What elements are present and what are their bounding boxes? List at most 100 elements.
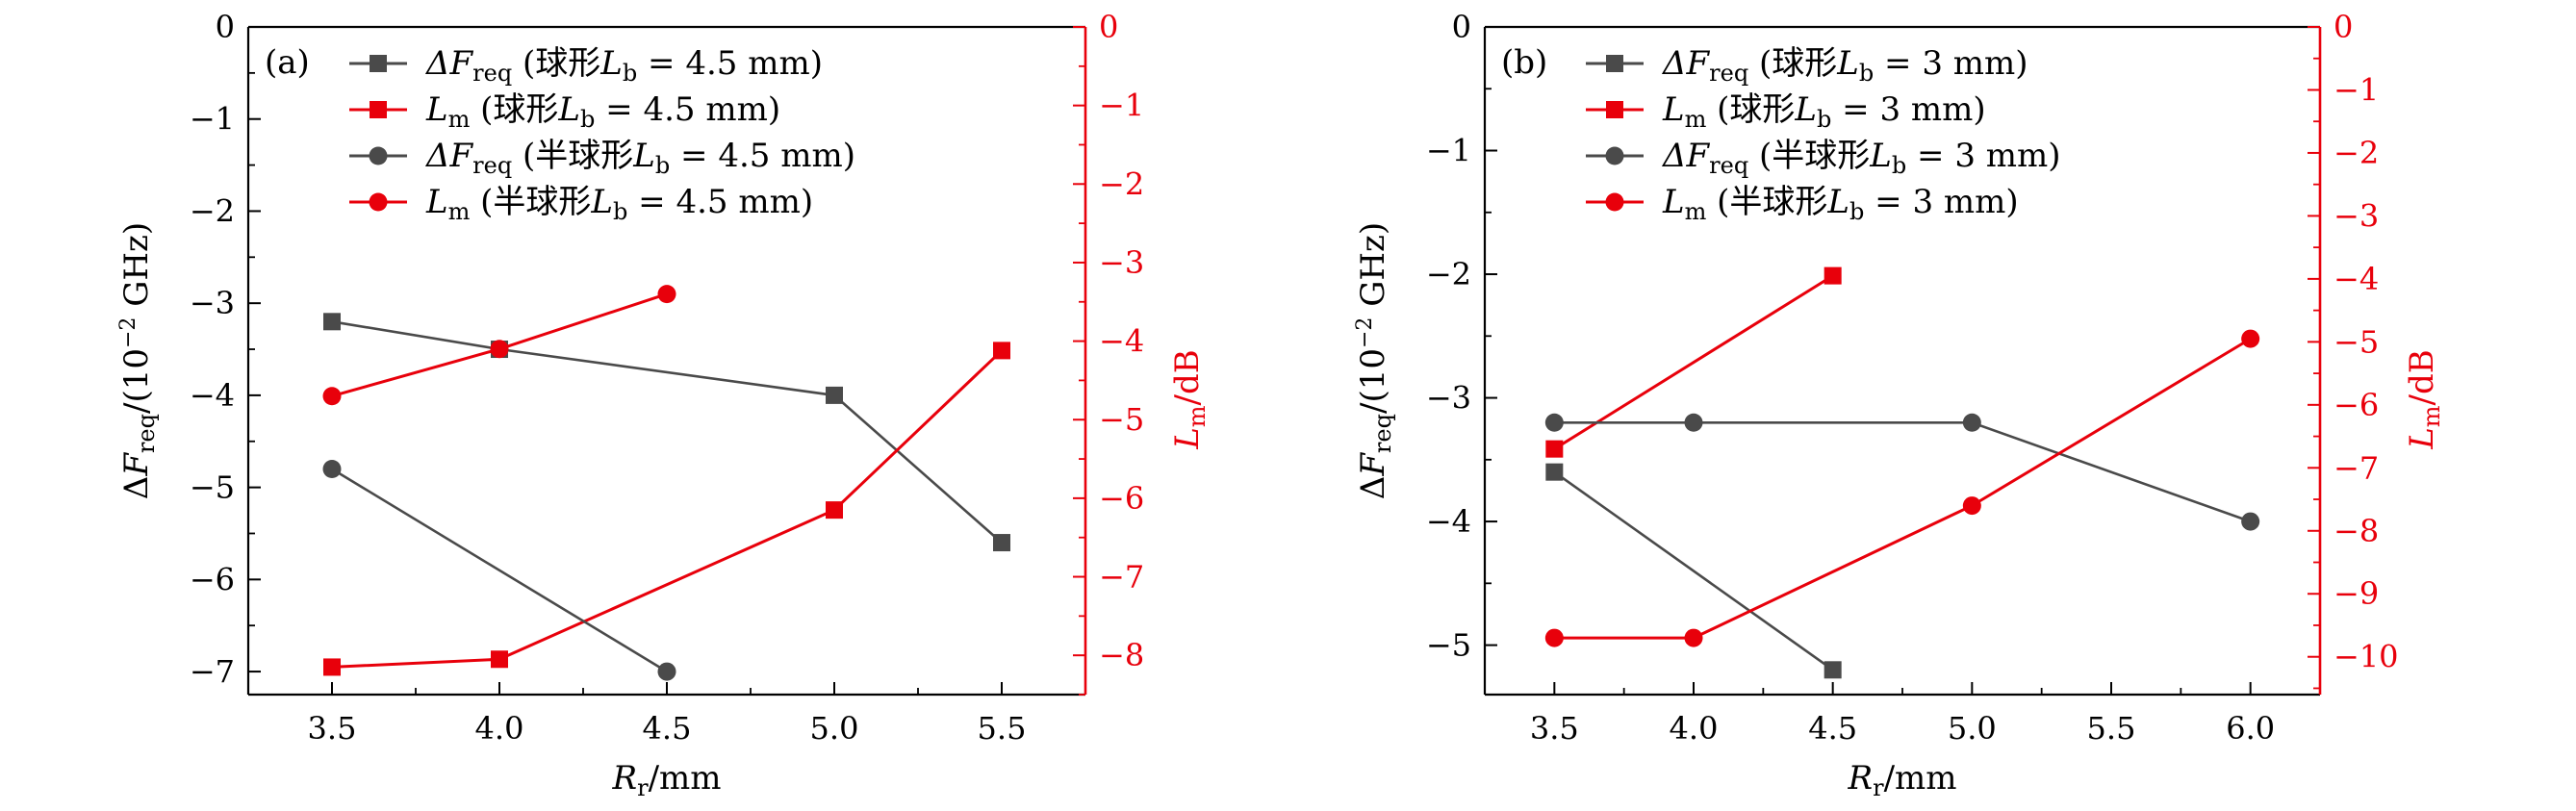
legend-marker-circle (369, 192, 388, 212)
x-label-symbol: R (611, 759, 637, 798)
legend-l-subscript: b (580, 106, 595, 133)
legend-symbol: L (425, 90, 448, 129)
x-label-symbol: R (1847, 759, 1873, 798)
right-y-tick-label: −6 (1099, 480, 1144, 517)
right-y-tick-label: −2 (1099, 165, 1144, 202)
left-y-tick-label: −2 (190, 192, 235, 229)
left-y-tick-label: −2 (1426, 256, 1471, 292)
legend-l-symbol: L (1794, 90, 1817, 129)
left-y-tick-label: −5 (190, 469, 235, 506)
data-point-square (1824, 661, 1842, 679)
right-y-tick-label: −6 (2334, 387, 2379, 423)
legend-symbol: ΔF (424, 137, 474, 175)
legend-entry-4: Lm (半球形Lb = 4.5 mm) (425, 183, 813, 225)
data-point-square (993, 534, 1010, 552)
right-y-tick-label: −1 (1099, 88, 1144, 124)
right-y-tick-label: 0 (2334, 9, 2353, 45)
y-label-delta: Δ (1354, 476, 1392, 500)
data-point-circle (322, 387, 342, 406)
panel-tag: (b) (1501, 43, 1547, 82)
legend-shape-text: (半球形 (512, 137, 633, 175)
x-tick-label: 4.0 (1670, 710, 1719, 747)
legend-value: = 4.5 mm) (637, 44, 823, 83)
legend-entry-3: ΔFreq (半球形Lb = 4.5 mm) (424, 137, 855, 179)
legend-marker-circle (1605, 146, 1624, 165)
legend-marker-square (1606, 55, 1623, 72)
left-y-axis-label: ΔFreq/(10−2 GHz) (1353, 222, 1396, 499)
right-y-tick-label: −8 (2334, 513, 2379, 549)
legend-symbol: ΔF (424, 44, 474, 83)
y-label-unit-b: GHz) (1354, 222, 1392, 317)
series-line-1 (1553, 470, 1834, 672)
x-label-unit: /mm (649, 759, 722, 798)
legend-subscript: req (472, 60, 512, 87)
y-label-unit-b: GHz) (117, 222, 156, 317)
right-y-tick-label: −2 (2334, 135, 2379, 171)
panel-tag: (a) (265, 43, 310, 82)
y2-label-symbol: L (1168, 427, 1207, 450)
legend-symbol: ΔF (1661, 137, 1711, 175)
legend-value: = 4.5 mm) (627, 183, 813, 221)
legend-l-subscript: b (1859, 60, 1874, 87)
legend-marker-square (1606, 101, 1623, 118)
y2-label-symbol: L (2403, 427, 2441, 450)
legend-shape-text: (半球形 (1706, 183, 1827, 221)
right-y-tick-label: −5 (1099, 401, 1144, 438)
y-label-subscript: req (1369, 414, 1396, 453)
x-tick-label: 4.5 (643, 710, 692, 747)
right-y-tick-label: −4 (2334, 261, 2379, 297)
series-line-2 (1553, 274, 1834, 450)
data-point-square (826, 501, 843, 520)
legend-shape-text: (球形 (1706, 90, 1795, 129)
data-point-circle (2241, 329, 2260, 348)
series-line-3 (1554, 420, 2252, 523)
legend-symbol: L (1662, 90, 1685, 129)
data-point-circle (1962, 413, 1981, 432)
left-y-tick-label: 0 (216, 9, 235, 45)
legend-l-symbol: L (557, 90, 580, 129)
right-y-tick-label: 0 (1099, 9, 1118, 45)
legend-marker-circle (1605, 192, 1624, 212)
x-label-unit: /mm (1884, 759, 1957, 798)
y-label-unit-a: /(10 (117, 348, 156, 414)
legend-marker-square (370, 101, 387, 118)
left-y-tick-label: −3 (1426, 380, 1471, 417)
legend-marker-square (370, 55, 387, 72)
left-y-tick-label: −1 (190, 101, 235, 138)
legend-subscript: m (1685, 106, 1707, 133)
right-y-tick-label: −7 (2334, 449, 2379, 486)
legend-value: = 3 mm) (1831, 90, 1985, 129)
y-label-unit-a: /(10 (1354, 348, 1392, 414)
legend-l-subscript: b (655, 152, 670, 179)
x-tick-label: 5.0 (1948, 710, 1997, 747)
x-tick-label: 4.5 (1808, 710, 1857, 747)
y2-label-subscript: m (2418, 405, 2445, 427)
legend-subscript: m (448, 198, 471, 225)
right-y-axis-label: Lm/dB (2403, 349, 2445, 450)
y-label-delta: Δ (117, 476, 156, 500)
y2-label-unit: /dB (1168, 349, 1207, 405)
legend-symbol: L (1662, 183, 1685, 221)
y2-label-subscript: m (1184, 405, 1211, 427)
legend-shape-text: (球形 (470, 90, 558, 129)
legend-l-subscript: b (623, 60, 637, 87)
right-y-tick-label: −1 (2334, 71, 2379, 108)
series-line-4 (1554, 337, 2252, 640)
x-axis-label: Rr/mm (611, 759, 721, 801)
right-y-tick-label: −10 (2334, 639, 2399, 675)
x-tick-label: 5.0 (810, 710, 859, 747)
data-point-circle (1962, 496, 1981, 516)
legend-shape-text: (球形 (512, 44, 600, 83)
legend-subscript: m (1685, 198, 1707, 225)
legend-subscript: req (1709, 60, 1748, 87)
x-tick-label: 3.5 (1530, 710, 1579, 747)
legend-subscript: req (1709, 152, 1748, 179)
data-point-circle (657, 662, 676, 681)
series-line-2 (331, 349, 1004, 669)
left-y-tick-label: −5 (1426, 627, 1471, 664)
left-y-tick-label: −4 (190, 377, 235, 414)
y2-label-unit: /dB (2403, 349, 2441, 405)
data-point-square (491, 650, 508, 669)
data-point-circle (657, 285, 676, 304)
y-label-subscript: req (133, 414, 160, 453)
